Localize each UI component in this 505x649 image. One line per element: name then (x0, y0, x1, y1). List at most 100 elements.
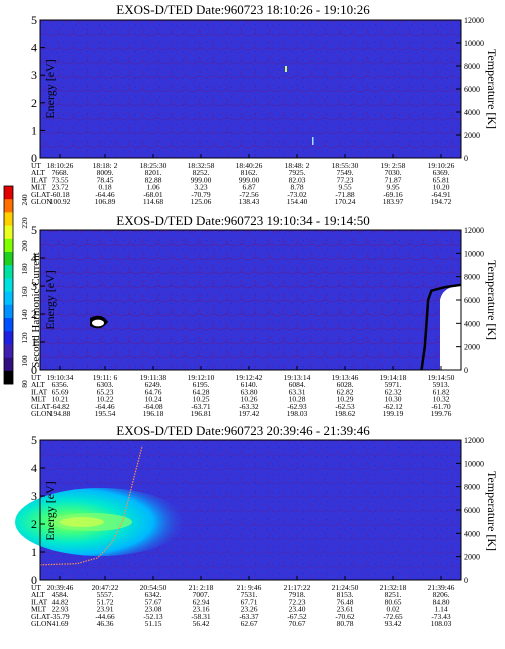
panel-3-energy-axis: 5 4 3 2 1 0 (31, 433, 442, 587)
ephemeris-cell: 20:39:46 (47, 583, 74, 592)
ephemeris-cell: 170.24 (335, 197, 356, 206)
ephemeris-cell: 7030. (385, 168, 402, 177)
energy-tick-label: 3 (31, 279, 37, 293)
ephemeris-cell: 21:17:22 (284, 583, 311, 592)
colorbar-tick-label: 180 (20, 263, 29, 275)
colorbar-cell (4, 318, 13, 332)
energy-tick-label: 1 (31, 545, 37, 559)
ephemeris-cell: 10.28 (289, 395, 306, 404)
panel-2-ephemeris-table: UTALTILATMLTGLATGLON19:10:346356.65.6910… (31, 373, 455, 418)
ephemeris-cell: -64.46 (95, 190, 115, 199)
ephemeris-cell: 196.81 (191, 409, 212, 418)
ephemeris-cell: 6249. (145, 380, 162, 389)
ephemeris-cell: 21: 9:46 (237, 583, 262, 592)
colorbar-tick-label: 220 (20, 217, 29, 229)
temperature-tick-label: 10000 (464, 249, 484, 258)
ephemeris-cell: -35.79 (50, 612, 70, 621)
ephemeris-cell: 10.26 (241, 395, 258, 404)
ephemeris-cell: 6084. (289, 380, 306, 389)
ephemeris-cell: -63.37 (239, 612, 259, 621)
ephemeris-cell: 64.28 (193, 387, 210, 396)
ephemeris-cell: 0.02 (386, 605, 399, 614)
panel-1-title: EXOS-D/TED Date:960723 18:10:26 - 19:10:… (116, 2, 370, 17)
temperature-tick-label: 6000 (464, 296, 480, 305)
ephemeris-cell: -64.91 (431, 190, 451, 199)
ephemeris-cell: 10.32 (433, 395, 450, 404)
ephemeris-cell: 18:10:26 (47, 161, 74, 170)
panel-3: EXOS-D/TED Date:960723 20:39:46 - 21:39:… (15, 423, 499, 628)
ephemeris-cell: 8.78 (290, 183, 303, 192)
ephemeris-cell: 1.06 (146, 183, 159, 192)
ephemeris-cell: 57.67 (145, 597, 162, 606)
ephemeris-cell: 21:24:50 (332, 583, 359, 592)
panel-2: EXOS-D/TED Date:960723 19:10:34 - 19:14:… (31, 213, 499, 418)
colorbar-frame (3, 185, 14, 385)
colorbar-tick-label: 160 (20, 286, 29, 298)
ephemeris-cell: 183.97 (383, 197, 404, 206)
ephemeris-cell: 199.19 (383, 409, 404, 418)
ephemeris-cell: 197.42 (239, 409, 260, 418)
ephemeris-cell: 108.03 (431, 619, 452, 628)
ephemeris-cell: -69.16 (383, 190, 403, 199)
ephemeris-cell: 72.23 (289, 597, 306, 606)
ephemeris-cell: 23.72 (52, 183, 69, 192)
ephemeris-cell: 154.40 (287, 197, 308, 206)
temperature-tick-label: 6000 (464, 85, 480, 94)
temperature-tick-label: 0 (464, 154, 468, 163)
ephemeris-cell: -61.70 (431, 402, 451, 411)
panel-3-y2label: Temperature [K] (485, 471, 499, 551)
ephemeris-cell: 71.87 (385, 175, 402, 184)
colorbar-cell (4, 199, 13, 213)
panel-2-temperature-trace (420, 283, 462, 371)
ephemeris-cell: 6356. (52, 380, 69, 389)
ephemeris-cell: -72.56 (239, 190, 259, 199)
energy-tick-label: 4 (31, 461, 37, 475)
ephemeris-cell: 20:47:22 (92, 583, 119, 592)
temperature-tick-label: 4000 (464, 319, 480, 328)
ephemeris-cell: 18:18: 2 (93, 161, 118, 170)
colorbar-cell (4, 265, 13, 279)
ephemeris-cell: 65.81 (433, 175, 450, 184)
colorbar-cell (4, 186, 13, 200)
ephemeris-cell: 10.25 (193, 395, 210, 404)
ephemeris-row-label: GLAT (31, 402, 51, 411)
energy-tick-label: 5 (31, 13, 37, 27)
ephemeris-cell: 22.93 (52, 605, 69, 614)
ephemeris-cell: 21: 2:18 (189, 583, 214, 592)
panel-3-feature-peak (60, 517, 104, 527)
ephemeris-cell: 19:11:38 (140, 373, 167, 382)
colorbar-cell (4, 370, 13, 385)
temperature-tick-label: 0 (464, 366, 468, 375)
ephemeris-row-label: MLT (31, 605, 47, 614)
ephemeris-cell: 6195. (193, 380, 210, 389)
ephemeris-cell: 19:13:46 (332, 373, 359, 382)
ephemeris-row-label: UT (31, 161, 41, 170)
ephemeris-cell: 10.29 (337, 395, 354, 404)
ephemeris-cell: -68.01 (143, 190, 163, 199)
ephemeris-cell: -64.82 (50, 402, 70, 411)
temperature-tick-label: 12000 (464, 16, 484, 25)
ephemeris-cell: 23.16 (193, 605, 210, 614)
colorbar-cell (4, 225, 13, 240)
ephemeris-cell: 64.76 (145, 387, 162, 396)
ephemeris-cell: 106.89 (95, 197, 116, 206)
ephemeris-cell: 8201. (145, 168, 162, 177)
ephemeris-cell: 999.00 (191, 175, 212, 184)
colorbar-tick-label: 140 (20, 309, 29, 321)
ephemeris-cell: 7668. (52, 168, 69, 177)
energy-tick-label: 2 (31, 307, 37, 321)
ephemeris-cell: 10.24 (145, 395, 162, 404)
panel-2-feature-spot (92, 319, 104, 327)
colorbar-cell (4, 357, 13, 372)
ephemeris-cell: 5971. (385, 380, 402, 389)
ephemeris-cell: 20:54:50 (140, 583, 167, 592)
ephemeris-cell: 18:25:30 (140, 161, 167, 170)
temperature-tick-label: 12000 (464, 436, 484, 445)
colorbar-cell (4, 238, 13, 253)
ephemeris-row-label: GLAT (31, 190, 51, 199)
ephemeris-row-label: ALT (31, 380, 45, 389)
panel-2-texture (40, 230, 461, 370)
ephemeris-cell: 18:55:30 (332, 161, 359, 170)
ephemeris-cell: 82.03 (289, 175, 306, 184)
colorbar-ticks: 240 220 200 180 160 140 120 100 80 (20, 194, 29, 388)
